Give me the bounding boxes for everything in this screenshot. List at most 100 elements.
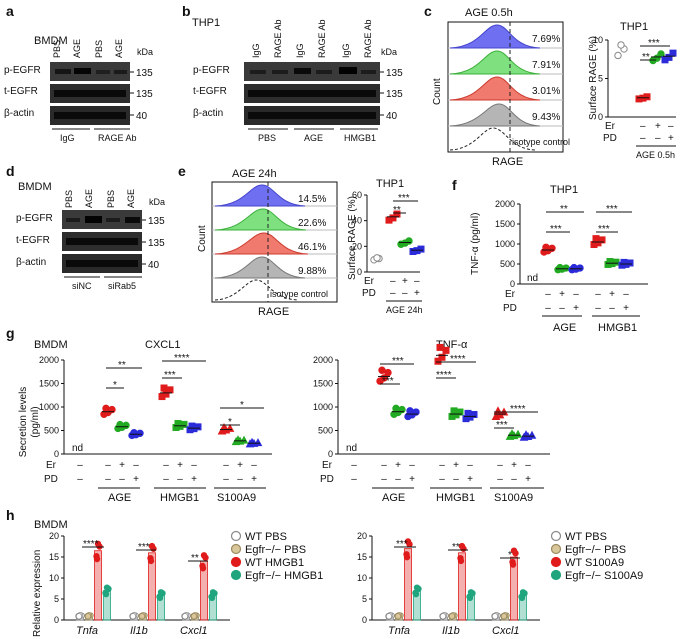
er-mark: + bbox=[237, 460, 243, 471]
kda-label: kDa bbox=[381, 47, 397, 57]
er-mark: – bbox=[668, 121, 674, 132]
y-tick-label: 0 bbox=[510, 279, 515, 289]
pd-mark: – bbox=[237, 474, 243, 485]
y-tick-label: 1000 bbox=[39, 402, 59, 412]
pd-mark: + bbox=[573, 303, 579, 314]
histogram-green bbox=[449, 50, 541, 75]
panel-e-letter: e bbox=[178, 163, 186, 179]
y-tick-label: 0 bbox=[328, 449, 333, 459]
data-point bbox=[247, 437, 257, 446]
lane-label: PBS bbox=[106, 190, 116, 208]
er-mark: – bbox=[77, 460, 83, 471]
panel-c: c AGE 0.5h Count 7.69% 7.91% 3.01% 9.43%… bbox=[424, 3, 570, 168]
flow-title: AGE 24h bbox=[232, 168, 277, 180]
panel-a: a BMDM PBS AGE PBS AGE kDa p-EGFR t-EGFR… bbox=[4, 3, 153, 143]
er-mark: + bbox=[177, 460, 183, 471]
data-point bbox=[102, 590, 110, 598]
y-tick-label: 0 bbox=[54, 449, 59, 459]
lane-label: AGE bbox=[114, 39, 124, 58]
pd-mark: – bbox=[609, 303, 615, 314]
y-tick-label: 2000 bbox=[313, 355, 333, 365]
data-point bbox=[495, 410, 505, 419]
legend-marker bbox=[550, 569, 562, 581]
gene-label: Tnfa bbox=[388, 625, 410, 637]
er-label: Er bbox=[322, 460, 333, 471]
plot-title: THP1 bbox=[620, 21, 648, 33]
isotype-label: isotype control bbox=[512, 137, 570, 147]
data-point bbox=[448, 613, 456, 620]
legend-label: WT PBS bbox=[245, 531, 287, 543]
group-label: S100A9 bbox=[217, 492, 256, 504]
legend-label: WT PBS bbox=[565, 531, 607, 543]
sig-marker: *** bbox=[598, 224, 610, 235]
sig-marker: *** bbox=[382, 376, 394, 387]
lane-label: PBS bbox=[52, 40, 62, 58]
blot-row-label: β-actin bbox=[16, 257, 46, 268]
blot-row-label: p-EGFR bbox=[193, 65, 230, 76]
sig-marker: **** bbox=[83, 539, 99, 550]
lane-label: PBS bbox=[64, 190, 74, 208]
bar bbox=[404, 548, 412, 621]
data-point bbox=[160, 384, 168, 392]
kda-label: kDa bbox=[149, 197, 165, 207]
sig-marker: *** bbox=[392, 356, 404, 367]
lane-label: IgG bbox=[341, 43, 351, 58]
er-mark: – bbox=[191, 460, 197, 471]
data-point bbox=[130, 428, 138, 437]
y-tick-label: 10 bbox=[593, 35, 603, 45]
sig-marker: *** bbox=[396, 539, 408, 550]
group-label: AGE 24h bbox=[386, 305, 423, 315]
histogram-red bbox=[214, 232, 309, 255]
data-point bbox=[401, 239, 409, 247]
group-label: AGE 0.5h bbox=[636, 150, 675, 160]
panel-h-cell: BMDM bbox=[34, 519, 68, 531]
data-point bbox=[413, 584, 421, 591]
blot-band bbox=[96, 70, 110, 74]
blot-band bbox=[339, 67, 357, 74]
panel-f-letter: f bbox=[452, 177, 457, 193]
data-point bbox=[138, 613, 146, 620]
y-tick-label: 60 bbox=[352, 190, 362, 200]
sig-marker: *** bbox=[164, 370, 176, 381]
plot-title: THP1 bbox=[550, 184, 578, 196]
data-point bbox=[464, 409, 472, 417]
er-mark: – bbox=[390, 276, 396, 287]
pd-mark: – bbox=[402, 288, 408, 299]
pd-mark: – bbox=[105, 474, 111, 485]
mw-label: 135 bbox=[386, 68, 403, 79]
panel-b: b THP1 IgG RAGE Ab IgG RAGE Ab IgG RAGE … bbox=[182, 3, 403, 143]
er-mark: – bbox=[623, 289, 629, 300]
lane-label: RAGE Ab bbox=[273, 19, 283, 58]
blot-row-label: β-actin bbox=[4, 108, 34, 119]
data-point bbox=[174, 420, 182, 428]
sig-marker: * bbox=[228, 417, 232, 428]
er-mark: – bbox=[640, 121, 646, 132]
blot-band bbox=[361, 70, 376, 74]
data-point bbox=[208, 594, 216, 602]
panel-a-letter: a bbox=[6, 3, 14, 19]
blot-band bbox=[66, 260, 138, 267]
gene-label: Il1b bbox=[442, 625, 460, 637]
panel-h-letter: h bbox=[6, 507, 15, 523]
sig-marker: ** bbox=[118, 360, 126, 371]
blot-band bbox=[248, 90, 376, 97]
data-point bbox=[116, 420, 124, 429]
data-point bbox=[510, 547, 518, 554]
histogram-green bbox=[214, 208, 307, 231]
data-point bbox=[84, 613, 92, 620]
data-point bbox=[389, 214, 397, 222]
data-point bbox=[493, 406, 503, 415]
data-point bbox=[373, 254, 381, 262]
er-mark: – bbox=[105, 460, 111, 471]
er-mark: – bbox=[133, 460, 139, 471]
group-label: AGE bbox=[382, 492, 405, 504]
data-point bbox=[606, 258, 614, 266]
er-mark: – bbox=[251, 460, 257, 471]
er-mark: + bbox=[609, 289, 615, 300]
er-mark: – bbox=[409, 460, 415, 471]
y-tick-label: 10 bbox=[357, 573, 367, 583]
blot-band bbox=[55, 69, 71, 74]
blot-band bbox=[54, 112, 126, 119]
mw-label: 135 bbox=[148, 238, 165, 249]
